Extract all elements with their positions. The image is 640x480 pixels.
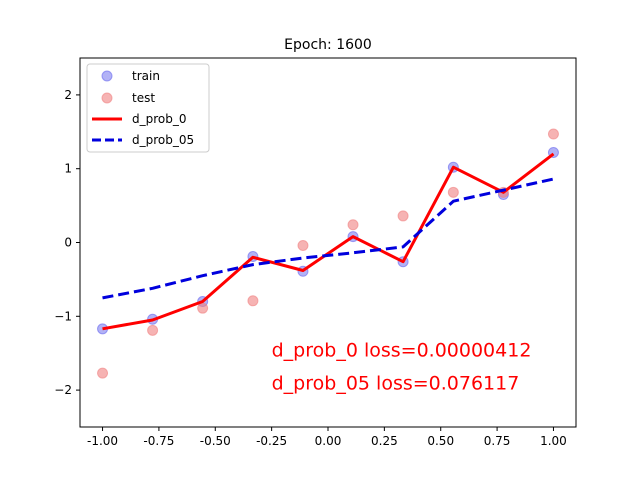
y-tick-label: 1 xyxy=(64,162,72,176)
x-tick-label: -0.75 xyxy=(143,434,174,448)
legend: train test d_prob_0 d_prob_05 xyxy=(86,63,210,153)
d_prob_05-line xyxy=(102,177,554,300)
y-tick-label: −1 xyxy=(54,309,72,323)
loss-annotation: d_prob_0 loss=0.00000412 xyxy=(272,340,532,362)
test-point xyxy=(297,239,309,251)
x-tick-label: 1.00 xyxy=(540,434,567,448)
d_prob_0-line xyxy=(102,152,555,331)
legend-train-marker xyxy=(101,70,113,82)
chart-title: Epoch: 1600 xyxy=(284,37,372,53)
x-tick-label: -1.00 xyxy=(87,434,118,448)
loss-annotation: d_prob_05 loss=0.076117 xyxy=(272,373,520,395)
legend-box xyxy=(86,63,210,153)
test-point xyxy=(97,367,109,379)
y-tick-label: 2 xyxy=(64,88,72,102)
legend-d-prob-0-label: d_prob_0 xyxy=(132,112,187,126)
x-tick-label: 0.00 xyxy=(315,434,342,448)
y-tick-label: −2 xyxy=(54,383,72,397)
x-tick-label: 0.50 xyxy=(427,434,454,448)
test-point xyxy=(197,302,209,314)
x-tick-label: 0.25 xyxy=(371,434,398,448)
y-tick-label: 0 xyxy=(64,236,72,250)
test-point xyxy=(447,186,459,198)
legend-test-marker xyxy=(101,92,113,104)
x-tick-label: -0.50 xyxy=(200,434,231,448)
legend-test-label: test xyxy=(132,91,155,105)
x-tick-label: 0.75 xyxy=(484,434,511,448)
plot-area xyxy=(97,128,559,379)
test-point xyxy=(397,210,409,222)
test-point xyxy=(347,219,359,231)
test-point xyxy=(147,324,159,336)
test-point xyxy=(247,295,259,307)
legend-d-prob-05-label: d_prob_05 xyxy=(132,133,194,147)
legend-train-label: train xyxy=(132,69,160,83)
test-point xyxy=(547,128,559,140)
x-tick-label: -0.25 xyxy=(256,434,287,448)
